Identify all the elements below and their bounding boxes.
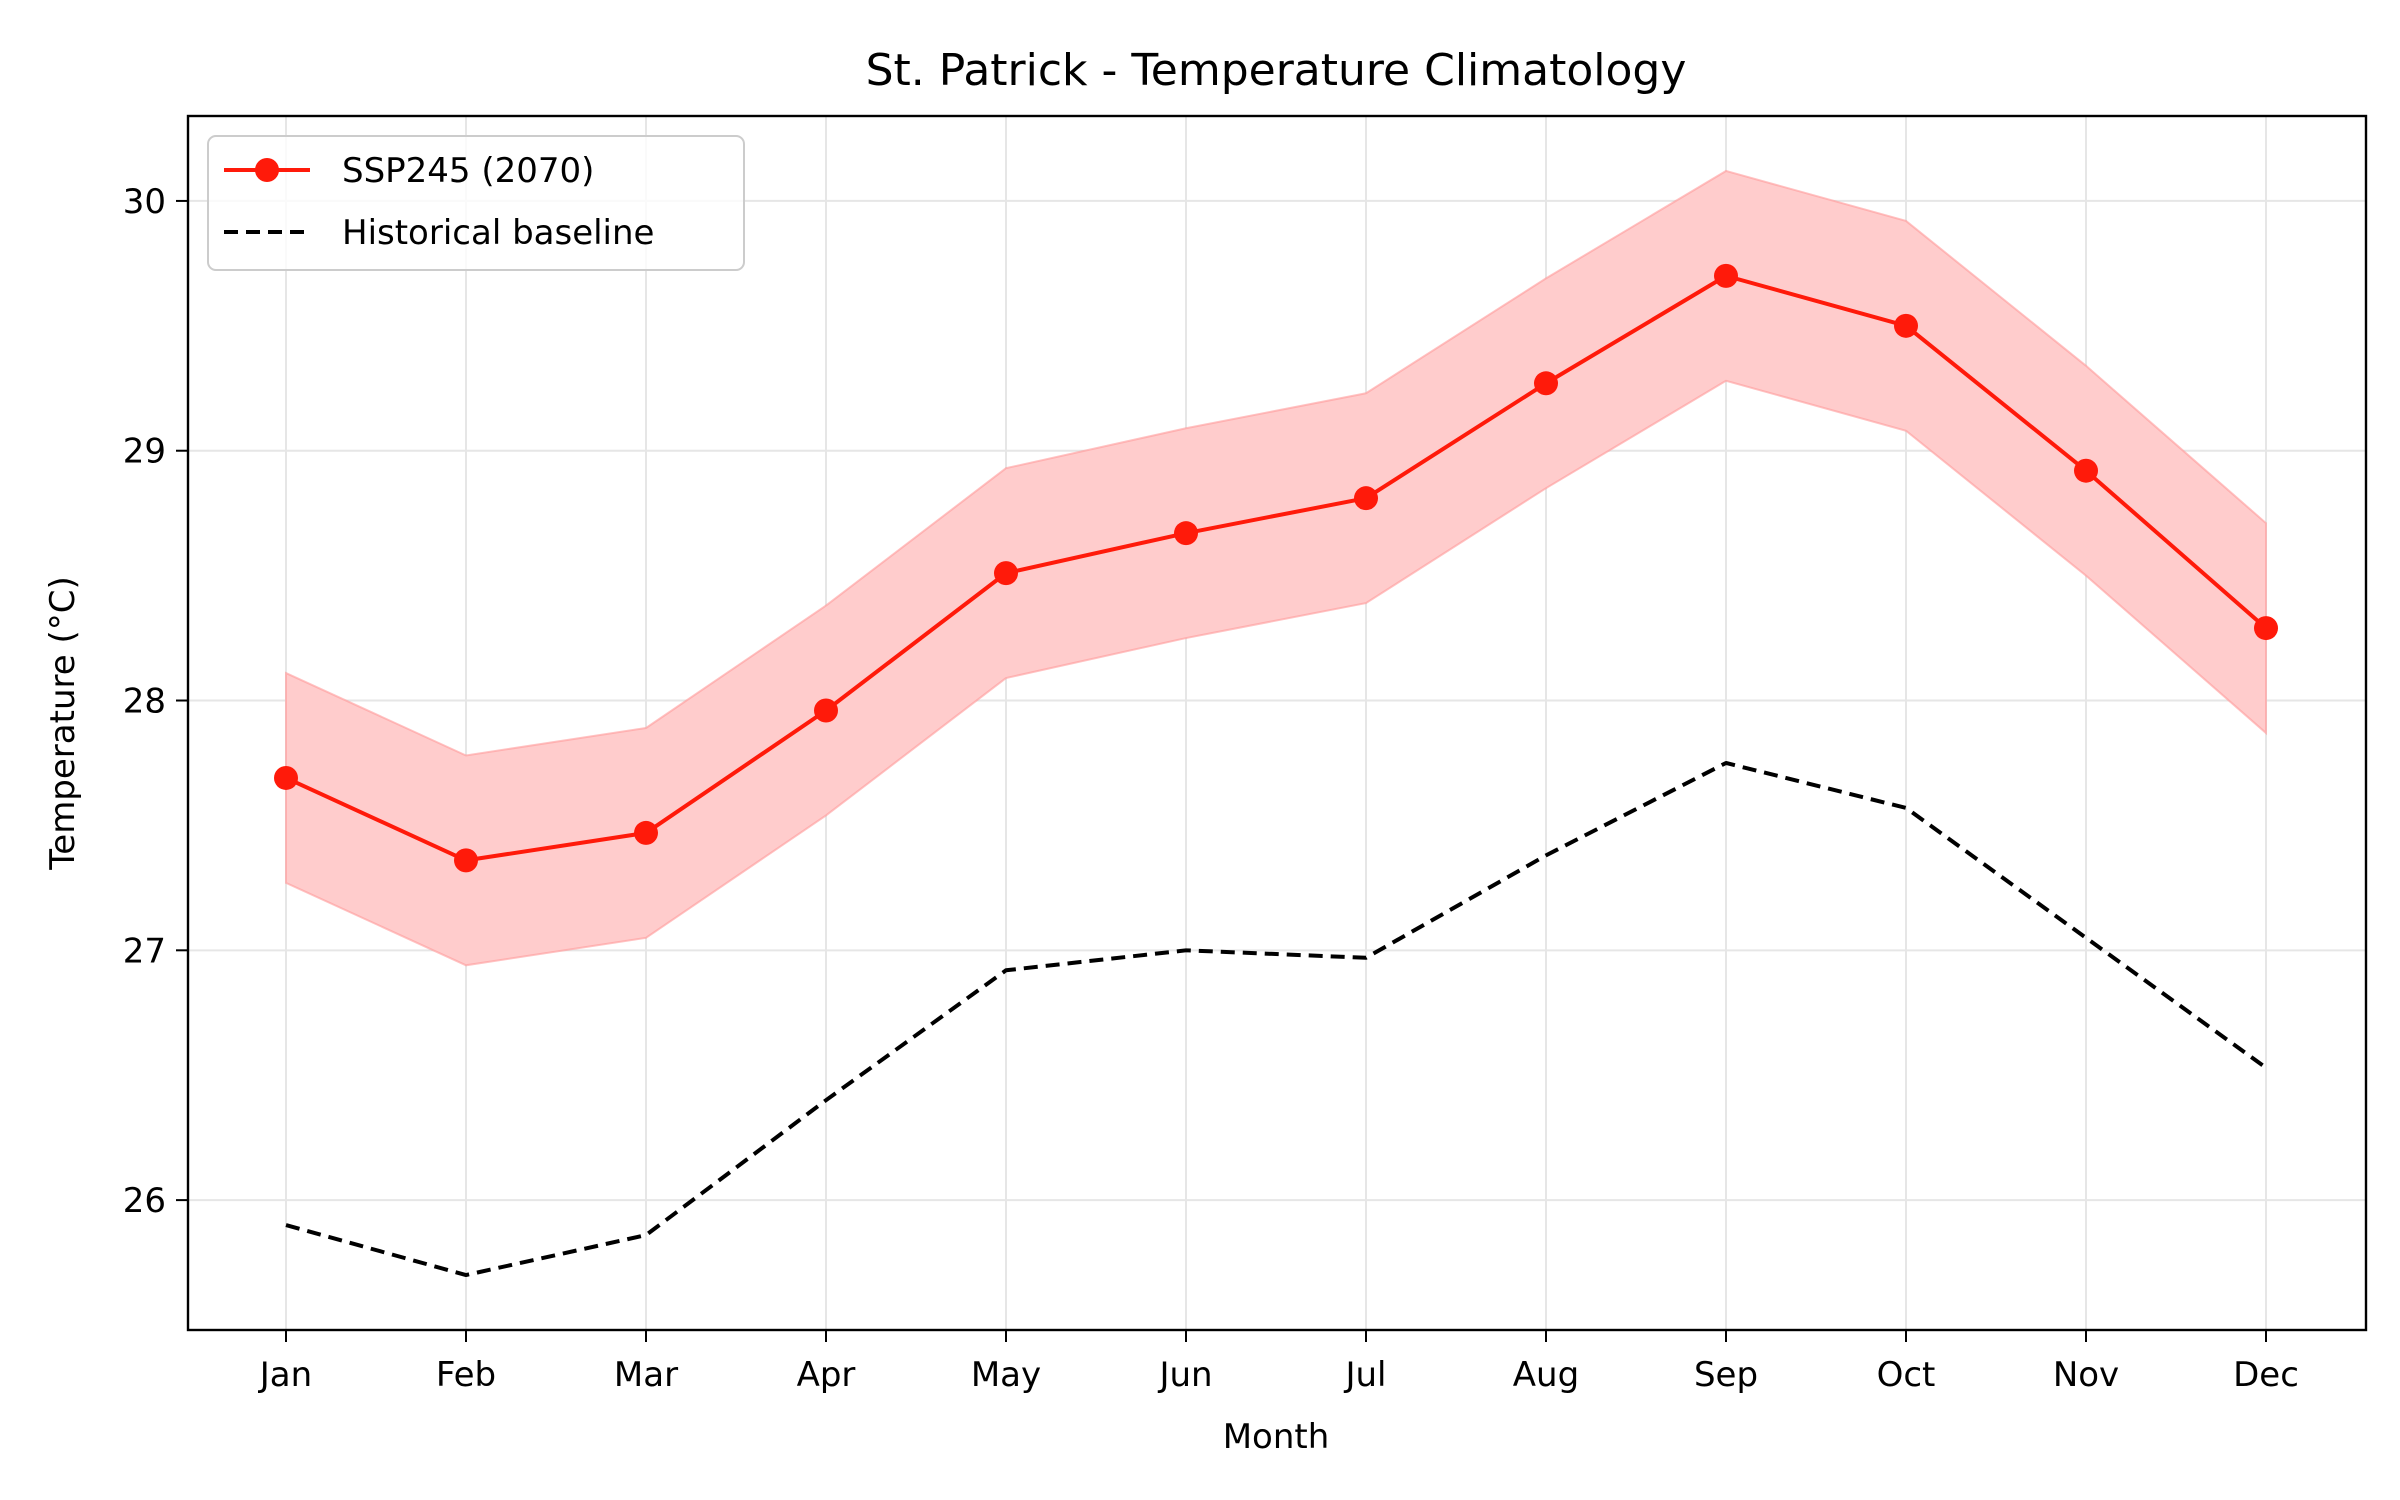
y-tick-label: 28 [123, 682, 166, 722]
legend-label-historical-baseline: Historical baseline [342, 213, 654, 253]
y-tick-label: 30 [123, 182, 166, 222]
ssp245-point [454, 848, 478, 873]
ssp245-point [1534, 371, 1558, 396]
x-tick-label: Feb [436, 1355, 496, 1395]
y-tick-label: 26 [123, 1181, 166, 1221]
ssp245-point [634, 820, 658, 845]
historical-baseline-line [285, 760, 2268, 1278]
x-tick-label: Jan [258, 1355, 312, 1395]
ssp245-point [1174, 521, 1198, 546]
y-axis-label: Temperature (°C) [43, 576, 83, 870]
ssp245-line [285, 273, 2268, 863]
y-tick-label: 27 [123, 931, 166, 971]
x-tick-label: Sep [1694, 1355, 1758, 1395]
x-tick-label: Mar [614, 1355, 678, 1395]
ssp245-point [1714, 263, 1738, 288]
legend: SSP245 (2070) Historical baseline [207, 135, 745, 271]
legend-label-ssp245: SSP245 (2070) [342, 151, 594, 191]
ssp245-point [814, 698, 838, 723]
x-tick-label: Aug [1513, 1355, 1579, 1395]
x-tick-label: Dec [2233, 1355, 2299, 1395]
x-axis-label: Month [1223, 1417, 1330, 1457]
ssp245-uncertainty-band [285, 169, 2267, 967]
ssp245-point [1354, 486, 1378, 511]
x-tick-label: Apr [797, 1355, 856, 1395]
uncertainty-band-layer [285, 169, 2267, 967]
y-axis-ticks: 26 27 28 29 30 [123, 182, 188, 1221]
chart-title: St. Patrick - Temperature Climatology [866, 45, 1687, 96]
legend-box [207, 135, 745, 271]
x-axis-ticks: Jan Feb Mar Apr May Jun Jul Aug Sep Oct Nov Dec [258, 1330, 2299, 1395]
x-tick-label: May [971, 1355, 1041, 1395]
legend-marker-ssp245 [255, 158, 279, 182]
x-tick-label: Jun [1157, 1355, 1212, 1395]
series-layer [274, 263, 2278, 1278]
ssp245-point [2254, 616, 2278, 641]
y-tick-label: 29 [123, 432, 166, 472]
plot-area-frame [186, 114, 2368, 1332]
x-tick-label: Nov [2053, 1355, 2119, 1395]
x-tick-label: Oct [1877, 1355, 1936, 1395]
ssp245-point [994, 561, 1018, 586]
ssp245-point [1894, 313, 1918, 338]
ssp245-point [2074, 458, 2098, 483]
ssp245-point [274, 765, 298, 790]
x-tick-label: Jul [1343, 1355, 1386, 1395]
